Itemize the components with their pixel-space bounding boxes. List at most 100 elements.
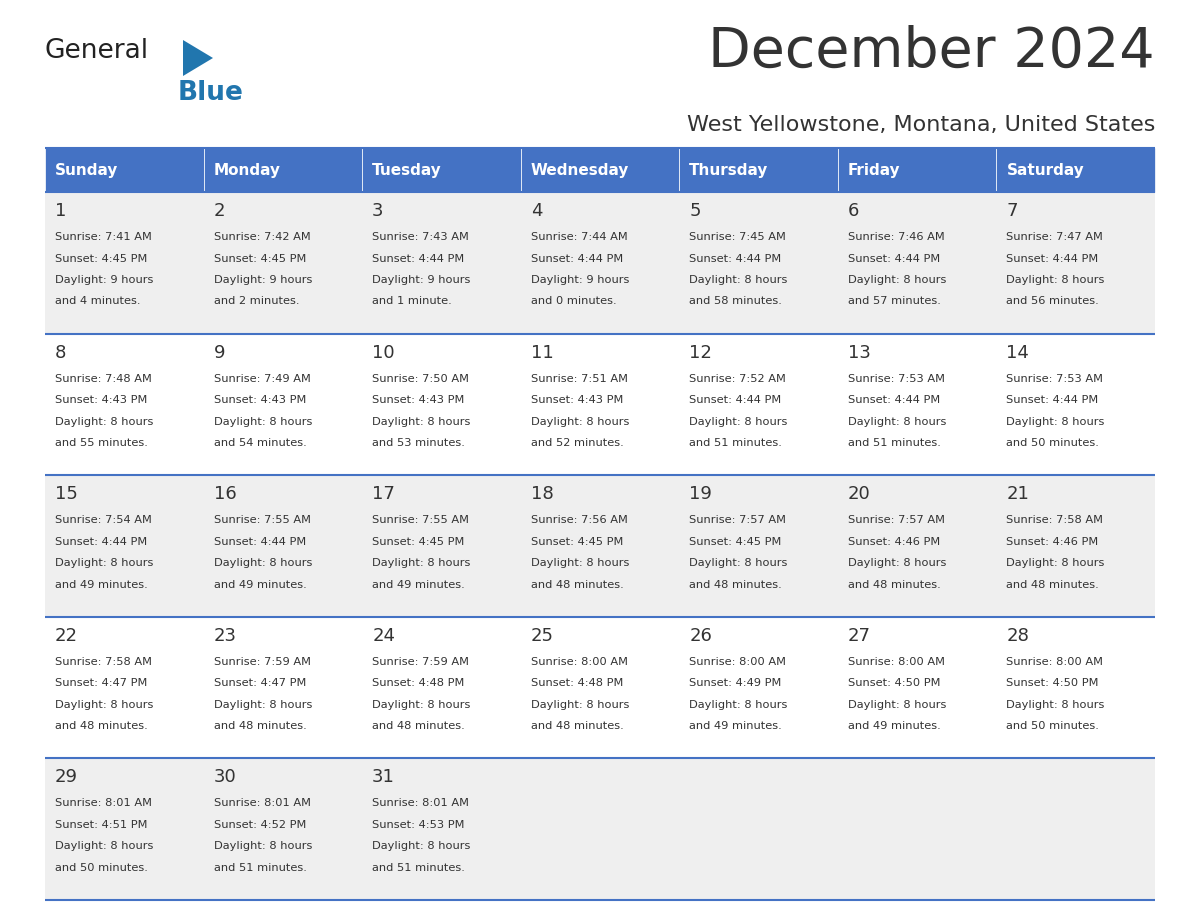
Text: Daylight: 8 hours: Daylight: 8 hours — [689, 558, 788, 568]
Text: Daylight: 8 hours: Daylight: 8 hours — [55, 700, 153, 710]
Text: and 48 minutes.: and 48 minutes. — [55, 722, 147, 732]
Text: Daylight: 8 hours: Daylight: 8 hours — [689, 417, 788, 427]
Text: Sunrise: 7:53 AM: Sunrise: 7:53 AM — [848, 374, 944, 384]
Bar — [45, 617, 1155, 758]
Text: 28: 28 — [1006, 627, 1029, 644]
Text: Sunrise: 7:49 AM: Sunrise: 7:49 AM — [214, 374, 310, 384]
Text: Sunrise: 7:58 AM: Sunrise: 7:58 AM — [1006, 515, 1104, 525]
Text: and 48 minutes.: and 48 minutes. — [372, 722, 465, 732]
Bar — [997, 148, 1155, 192]
Text: Sunset: 4:43 PM: Sunset: 4:43 PM — [531, 395, 623, 405]
Text: Sunset: 4:44 PM: Sunset: 4:44 PM — [372, 253, 465, 263]
Text: Sunrise: 7:54 AM: Sunrise: 7:54 AM — [55, 515, 152, 525]
Text: Sunrise: 7:47 AM: Sunrise: 7:47 AM — [1006, 232, 1104, 242]
Text: and 51 minutes.: and 51 minutes. — [848, 438, 941, 448]
Text: Daylight: 8 hours: Daylight: 8 hours — [531, 700, 630, 710]
Text: Sunset: 4:45 PM: Sunset: 4:45 PM — [689, 537, 782, 547]
Text: Sunset: 4:46 PM: Sunset: 4:46 PM — [848, 537, 940, 547]
Text: 18: 18 — [531, 486, 554, 503]
Text: and 1 minute.: and 1 minute. — [372, 297, 451, 307]
Text: Sunrise: 8:00 AM: Sunrise: 8:00 AM — [689, 656, 786, 666]
Text: 19: 19 — [689, 486, 712, 503]
Text: 25: 25 — [531, 627, 554, 644]
Text: Sunset: 4:43 PM: Sunset: 4:43 PM — [372, 395, 465, 405]
Text: Daylight: 8 hours: Daylight: 8 hours — [214, 842, 312, 851]
Text: Blue: Blue — [178, 80, 244, 106]
Bar — [45, 476, 1155, 617]
Text: Sunset: 4:43 PM: Sunset: 4:43 PM — [55, 395, 147, 405]
Text: Sunset: 4:50 PM: Sunset: 4:50 PM — [1006, 678, 1099, 688]
Text: Daylight: 8 hours: Daylight: 8 hours — [531, 558, 630, 568]
Text: 24: 24 — [372, 627, 396, 644]
Text: 4: 4 — [531, 202, 542, 220]
Bar — [45, 758, 1155, 900]
Text: Daylight: 8 hours: Daylight: 8 hours — [689, 275, 788, 285]
Text: and 58 minutes.: and 58 minutes. — [689, 297, 782, 307]
Text: Daylight: 8 hours: Daylight: 8 hours — [1006, 700, 1105, 710]
Text: Sunrise: 8:00 AM: Sunrise: 8:00 AM — [531, 656, 627, 666]
Text: and 49 minutes.: and 49 minutes. — [372, 579, 465, 589]
Text: Daylight: 8 hours: Daylight: 8 hours — [55, 558, 153, 568]
Text: and 4 minutes.: and 4 minutes. — [55, 297, 140, 307]
Text: Sunrise: 7:41 AM: Sunrise: 7:41 AM — [55, 232, 152, 242]
Text: Sunset: 4:47 PM: Sunset: 4:47 PM — [214, 678, 307, 688]
Text: and 48 minutes.: and 48 minutes. — [531, 579, 624, 589]
Text: Sunset: 4:44 PM: Sunset: 4:44 PM — [848, 253, 940, 263]
Text: 15: 15 — [55, 486, 78, 503]
Text: 1: 1 — [55, 202, 67, 220]
Text: Sunrise: 7:45 AM: Sunrise: 7:45 AM — [689, 232, 786, 242]
Text: Daylight: 8 hours: Daylight: 8 hours — [214, 700, 312, 710]
Text: West Yellowstone, Montana, United States: West Yellowstone, Montana, United States — [687, 115, 1155, 135]
Text: Sunset: 4:45 PM: Sunset: 4:45 PM — [55, 253, 147, 263]
Text: General: General — [45, 38, 150, 64]
Bar — [45, 333, 1155, 476]
Text: 2: 2 — [214, 202, 225, 220]
Text: Sunrise: 7:57 AM: Sunrise: 7:57 AM — [689, 515, 786, 525]
Text: Thursday: Thursday — [689, 162, 769, 177]
Text: 29: 29 — [55, 768, 78, 787]
Text: Sunset: 4:49 PM: Sunset: 4:49 PM — [689, 678, 782, 688]
Text: Sunday: Sunday — [55, 162, 119, 177]
Text: 23: 23 — [214, 627, 236, 644]
Text: and 49 minutes.: and 49 minutes. — [689, 722, 782, 732]
Text: Sunrise: 7:51 AM: Sunrise: 7:51 AM — [531, 374, 627, 384]
Text: Daylight: 8 hours: Daylight: 8 hours — [1006, 417, 1105, 427]
Bar — [362, 148, 520, 192]
Bar — [45, 192, 1155, 333]
Text: 13: 13 — [848, 343, 871, 362]
Bar — [520, 148, 680, 192]
Text: and 56 minutes.: and 56 minutes. — [1006, 297, 1099, 307]
Text: Daylight: 9 hours: Daylight: 9 hours — [214, 275, 312, 285]
Text: Sunrise: 7:55 AM: Sunrise: 7:55 AM — [214, 515, 310, 525]
Text: Sunset: 4:53 PM: Sunset: 4:53 PM — [372, 820, 465, 830]
Text: Sunset: 4:47 PM: Sunset: 4:47 PM — [55, 678, 147, 688]
Text: Sunrise: 7:44 AM: Sunrise: 7:44 AM — [531, 232, 627, 242]
Text: Sunrise: 7:56 AM: Sunrise: 7:56 AM — [531, 515, 627, 525]
Text: Sunset: 4:44 PM: Sunset: 4:44 PM — [689, 395, 782, 405]
Text: Sunrise: 7:53 AM: Sunrise: 7:53 AM — [1006, 374, 1104, 384]
Text: Sunrise: 7:48 AM: Sunrise: 7:48 AM — [55, 374, 152, 384]
Text: 8: 8 — [55, 343, 67, 362]
Text: Friday: Friday — [848, 162, 901, 177]
Text: and 48 minutes.: and 48 minutes. — [531, 722, 624, 732]
Text: and 48 minutes.: and 48 minutes. — [214, 722, 307, 732]
Text: Sunrise: 8:01 AM: Sunrise: 8:01 AM — [372, 799, 469, 809]
Text: Sunrise: 7:59 AM: Sunrise: 7:59 AM — [214, 656, 310, 666]
Text: 31: 31 — [372, 768, 396, 787]
Bar — [45, 148, 203, 192]
Text: December 2024: December 2024 — [708, 25, 1155, 79]
Text: and 0 minutes.: and 0 minutes. — [531, 297, 617, 307]
Text: and 53 minutes.: and 53 minutes. — [372, 438, 465, 448]
Text: Sunset: 4:44 PM: Sunset: 4:44 PM — [1006, 395, 1099, 405]
Text: Sunset: 4:43 PM: Sunset: 4:43 PM — [214, 395, 307, 405]
Text: Sunset: 4:44 PM: Sunset: 4:44 PM — [55, 537, 147, 547]
Text: Sunrise: 7:46 AM: Sunrise: 7:46 AM — [848, 232, 944, 242]
Text: Tuesday: Tuesday — [372, 162, 442, 177]
Text: Sunset: 4:46 PM: Sunset: 4:46 PM — [1006, 537, 1099, 547]
Text: Sunrise: 7:59 AM: Sunrise: 7:59 AM — [372, 656, 469, 666]
Text: Sunset: 4:44 PM: Sunset: 4:44 PM — [1006, 253, 1099, 263]
Text: 20: 20 — [848, 486, 871, 503]
Text: Daylight: 9 hours: Daylight: 9 hours — [531, 275, 630, 285]
Text: 11: 11 — [531, 343, 554, 362]
Text: Sunrise: 7:58 AM: Sunrise: 7:58 AM — [55, 656, 152, 666]
